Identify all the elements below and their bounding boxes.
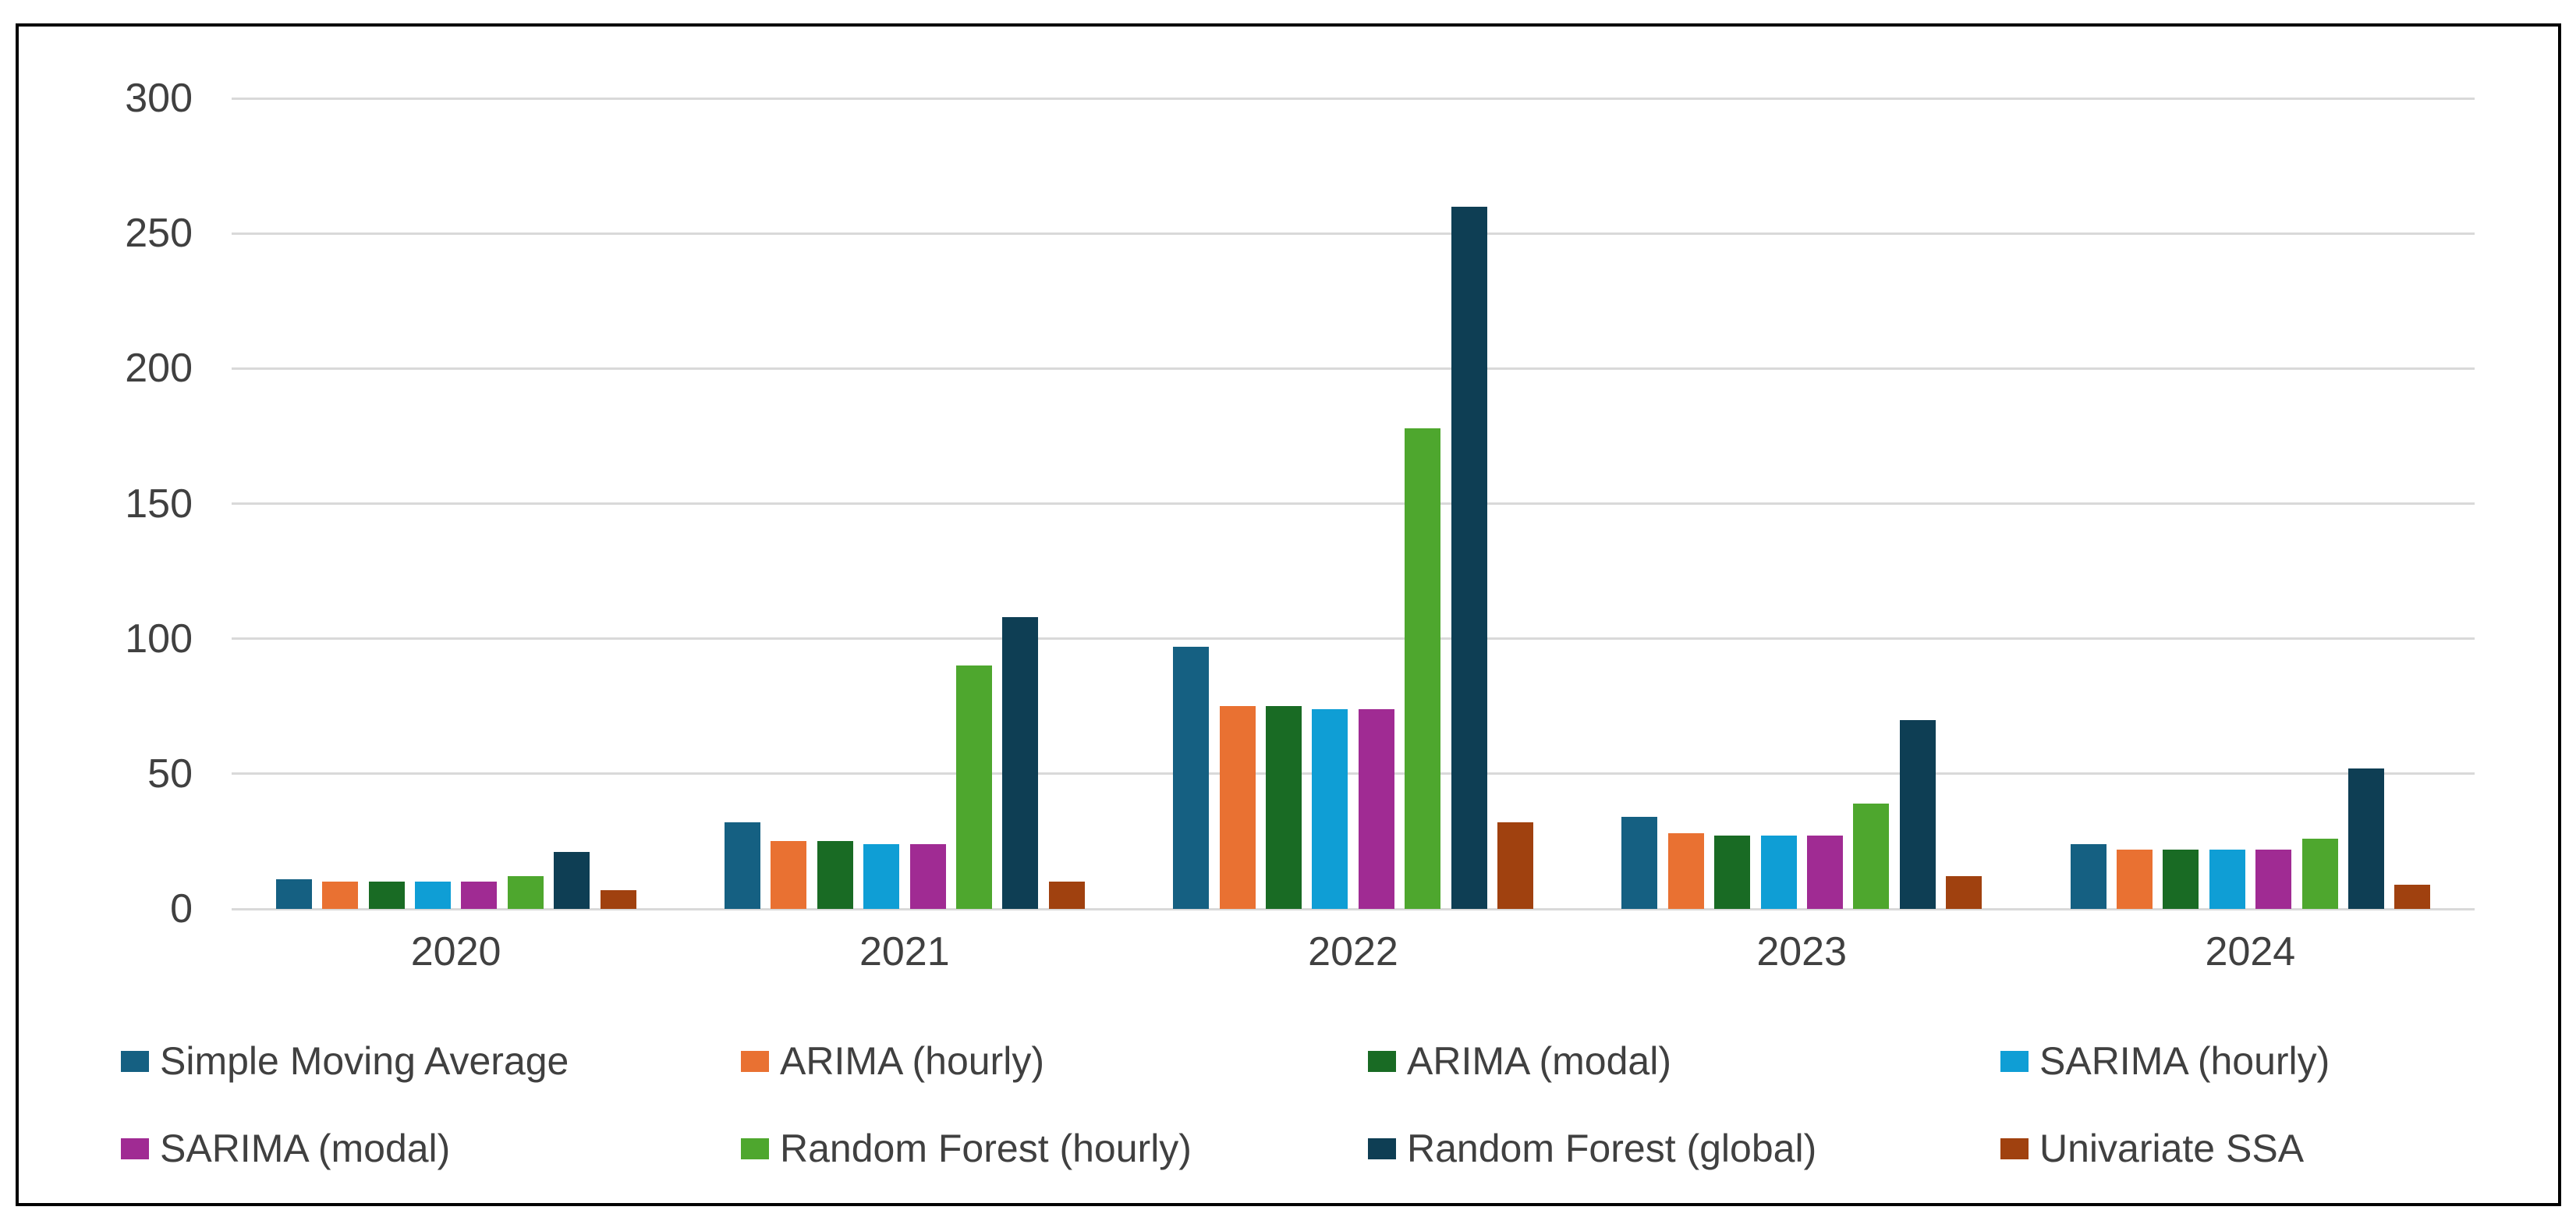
- bar-2024-univariate-ssa: [2394, 884, 2431, 909]
- y-axis-tick-100: 100: [125, 616, 193, 662]
- legend-swatch-random-forest-global: [1368, 1137, 1396, 1159]
- bar-2020-sarima-modal: [461, 882, 498, 909]
- legend-item-simple-moving-average: Simple Moving Average: [121, 1039, 569, 1083]
- bar-2020-arima-hourly: [322, 882, 359, 909]
- legend-label-sarima-hourly: SARIMA (hourly): [2039, 1039, 2330, 1083]
- bar-2021-arima-modal: [817, 841, 853, 909]
- gridline-0: [232, 907, 2475, 910]
- bar-2023-random-forest-hourly: [1853, 803, 1890, 909]
- bar-2020-univariate-ssa: [600, 889, 636, 909]
- legend-item-random-forest-global: Random Forest (global): [1368, 1127, 1816, 1170]
- bar-2024-random-forest-global: [2347, 768, 2384, 909]
- legend-item-sarima-modal: SARIMA (modal): [121, 1127, 450, 1170]
- legend-swatch-arima-hourly: [741, 1050, 769, 1072]
- legend-swatch-simple-moving-average: [121, 1050, 149, 1072]
- bar-2023-sarima-hourly: [1760, 836, 1797, 909]
- bar-2020-arima-modal: [368, 882, 405, 909]
- legend-label-random-forest-global: Random Forest (global): [1407, 1127, 1817, 1170]
- legend-item-arima-hourly: ARIMA (hourly): [741, 1039, 1044, 1083]
- bar-2020-sarima-hourly: [414, 882, 451, 909]
- bar-2021-sarima-modal: [909, 843, 946, 909]
- bar-2022-simple-moving-average: [1173, 647, 1210, 909]
- y-axis-tick-150: 150: [125, 481, 193, 527]
- legend-swatch-sarima-hourly: [2000, 1050, 2029, 1072]
- gridline-100: [232, 637, 2475, 641]
- legend-label-arima-modal: ARIMA (modal): [1407, 1039, 1671, 1083]
- bar-2021-random-forest-global: [1002, 616, 1039, 909]
- bar-2024-arima-modal: [2163, 849, 2199, 909]
- bar-2023-random-forest-global: [1899, 719, 1936, 909]
- legend-label-random-forest-hourly: Random Forest (hourly): [780, 1127, 1192, 1170]
- bar-2023-sarima-modal: [1806, 836, 1843, 909]
- bar-2021-arima-hourly: [771, 841, 807, 909]
- bar-2024-sarima-hourly: [2209, 849, 2245, 909]
- x-axis-label-2021: 2021: [859, 929, 950, 974]
- bar-2022-random-forest-global: [1451, 206, 1487, 909]
- bar-2024-arima-hourly: [2116, 849, 2153, 909]
- bar-2022-random-forest-hourly: [1405, 428, 1441, 909]
- bar-2024-random-forest-hourly: [2301, 838, 2338, 909]
- y-axis-tick-50: 50: [147, 751, 193, 797]
- gridline-150: [232, 502, 2475, 505]
- legend-label-arima-hourly: ARIMA (hourly): [780, 1039, 1044, 1083]
- bar-2022-sarima-modal: [1358, 708, 1394, 909]
- bar-2020-simple-moving-average: [275, 878, 312, 909]
- bar-2022-univariate-ssa: [1497, 822, 1533, 909]
- gridline-250: [232, 232, 2475, 235]
- x-axis-label-2024: 2024: [2205, 929, 2296, 974]
- y-axis-tick-250: 250: [125, 211, 193, 257]
- gridline-200: [232, 367, 2475, 370]
- bar-2021-sarima-hourly: [863, 843, 900, 909]
- x-axis-label-2023: 2023: [1756, 929, 1848, 974]
- bar-2021-simple-moving-average: [724, 822, 760, 909]
- legend-label-simple-moving-average: Simple Moving Average: [160, 1039, 569, 1083]
- y-axis-tick-300: 300: [125, 76, 193, 121]
- legend-swatch-univariate-ssa: [2000, 1137, 2029, 1159]
- x-axis-label-2020: 2020: [410, 929, 501, 974]
- legend-item-random-forest-hourly: Random Forest (hourly): [741, 1127, 1192, 1170]
- y-axis-tick-200: 200: [125, 346, 193, 392]
- legend-item-sarima-hourly: SARIMA (hourly): [2000, 1039, 2330, 1083]
- bar-2022-arima-hourly: [1219, 706, 1256, 909]
- chart-border-frame: [16, 23, 2561, 1206]
- bar-2023-arima-hourly: [1667, 833, 1704, 909]
- x-axis-label-2022: 2022: [1308, 929, 1398, 974]
- legend-swatch-sarima-modal: [121, 1137, 149, 1159]
- bar-2021-random-forest-hourly: [955, 665, 992, 909]
- legend-label-univariate-ssa: Univariate SSA: [2039, 1127, 2305, 1170]
- bar-2021-univariate-ssa: [1048, 882, 1085, 909]
- bar-2020-random-forest-hourly: [507, 876, 544, 909]
- y-axis-tick-0: 0: [170, 886, 193, 932]
- bar-2024-sarima-modal: [2255, 849, 2292, 909]
- gridline-300: [232, 97, 2475, 100]
- bar-2023-arima-modal: [1714, 836, 1751, 909]
- bar-2022-arima-modal: [1265, 706, 1302, 909]
- legend-item-univariate-ssa: Univariate SSA: [2000, 1127, 2304, 1170]
- bar-2023-simple-moving-average: [1621, 817, 1658, 909]
- gridline-50: [232, 772, 2475, 775]
- legend-label-sarima-modal: SARIMA (modal): [160, 1127, 451, 1170]
- bar-2024-simple-moving-average: [2070, 843, 2107, 909]
- bar-2022-sarima-hourly: [1312, 708, 1348, 909]
- bar-2020-random-forest-global: [554, 852, 590, 909]
- legend-item-arima-modal: ARIMA (modal): [1368, 1039, 1671, 1083]
- legend-swatch-random-forest-hourly: [741, 1137, 769, 1159]
- bar-2023-univariate-ssa: [1946, 876, 1982, 909]
- legend-swatch-arima-modal: [1368, 1050, 1396, 1072]
